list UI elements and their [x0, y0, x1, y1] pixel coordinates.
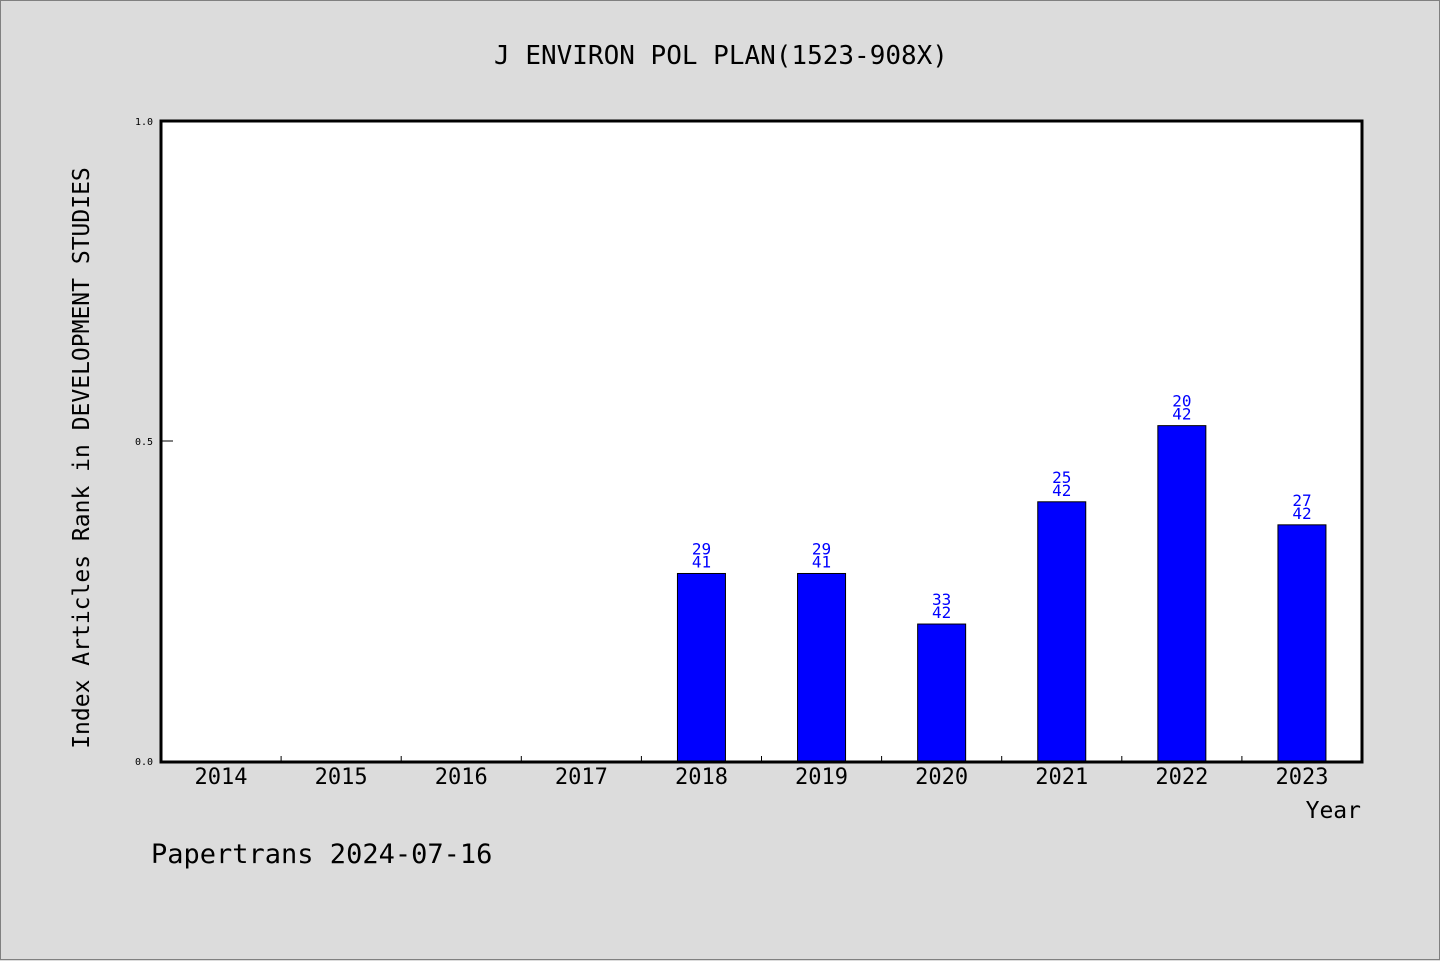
y-axis-label: Index Articles Rank in DEVELOPMENT STUDI…	[69, 167, 95, 749]
data-label-total: 42	[932, 603, 951, 622]
data-label-total: 41	[692, 552, 711, 571]
y-ticks-group: 0.0 0.5 1.0	[135, 117, 173, 768]
footer-credit: Papertrans 2024-07-16	[151, 839, 492, 870]
x-tick-label: 2022	[1155, 765, 1208, 790]
x-tick-label: 2017	[555, 765, 608, 790]
x-tick-label: 2019	[795, 765, 848, 790]
x-tick-label: 2021	[1035, 765, 1088, 790]
data-label-rank: 33	[932, 590, 951, 609]
x-tick-label: 2020	[915, 765, 968, 790]
data-label-total: 42	[1052, 481, 1071, 500]
y-tick-label: 1.0	[135, 117, 153, 128]
data-label-total: 41	[812, 552, 831, 571]
bars-group	[676, 425, 1327, 762]
bar	[1157, 425, 1207, 762]
x-tick-label: 2015	[315, 765, 368, 790]
x-tick-label: 2014	[195, 765, 248, 790]
data-label-rank: 29	[692, 539, 711, 558]
x-tick-label: 2018	[675, 765, 728, 790]
data-label-total: 42	[1172, 405, 1191, 424]
y-tick-label: 0.5	[135, 437, 153, 448]
x-ticks-group: 2014 2015 2016 2017 2018 2019 2020 2021 2022 2023	[195, 756, 1328, 790]
data-label-rank: 27	[1292, 491, 1311, 510]
bar	[676, 572, 726, 762]
y-tick-label: 0.0	[135, 757, 153, 768]
data-label-rank: 25	[1052, 468, 1071, 487]
bar	[1037, 501, 1087, 762]
x-tick-label: 2016	[435, 765, 488, 790]
x-tick-label: 2023	[1275, 765, 1328, 790]
data-label-rank: 20	[1172, 392, 1191, 411]
bar	[797, 572, 847, 762]
bar	[917, 623, 967, 762]
bar	[1277, 524, 1327, 762]
x-axis-label: Year	[1306, 798, 1361, 824]
chart-title: J ENVIRON POL PLAN(1523-908X)	[494, 41, 948, 71]
data-label-total: 42	[1292, 504, 1311, 523]
data-label-rank: 29	[812, 539, 831, 558]
